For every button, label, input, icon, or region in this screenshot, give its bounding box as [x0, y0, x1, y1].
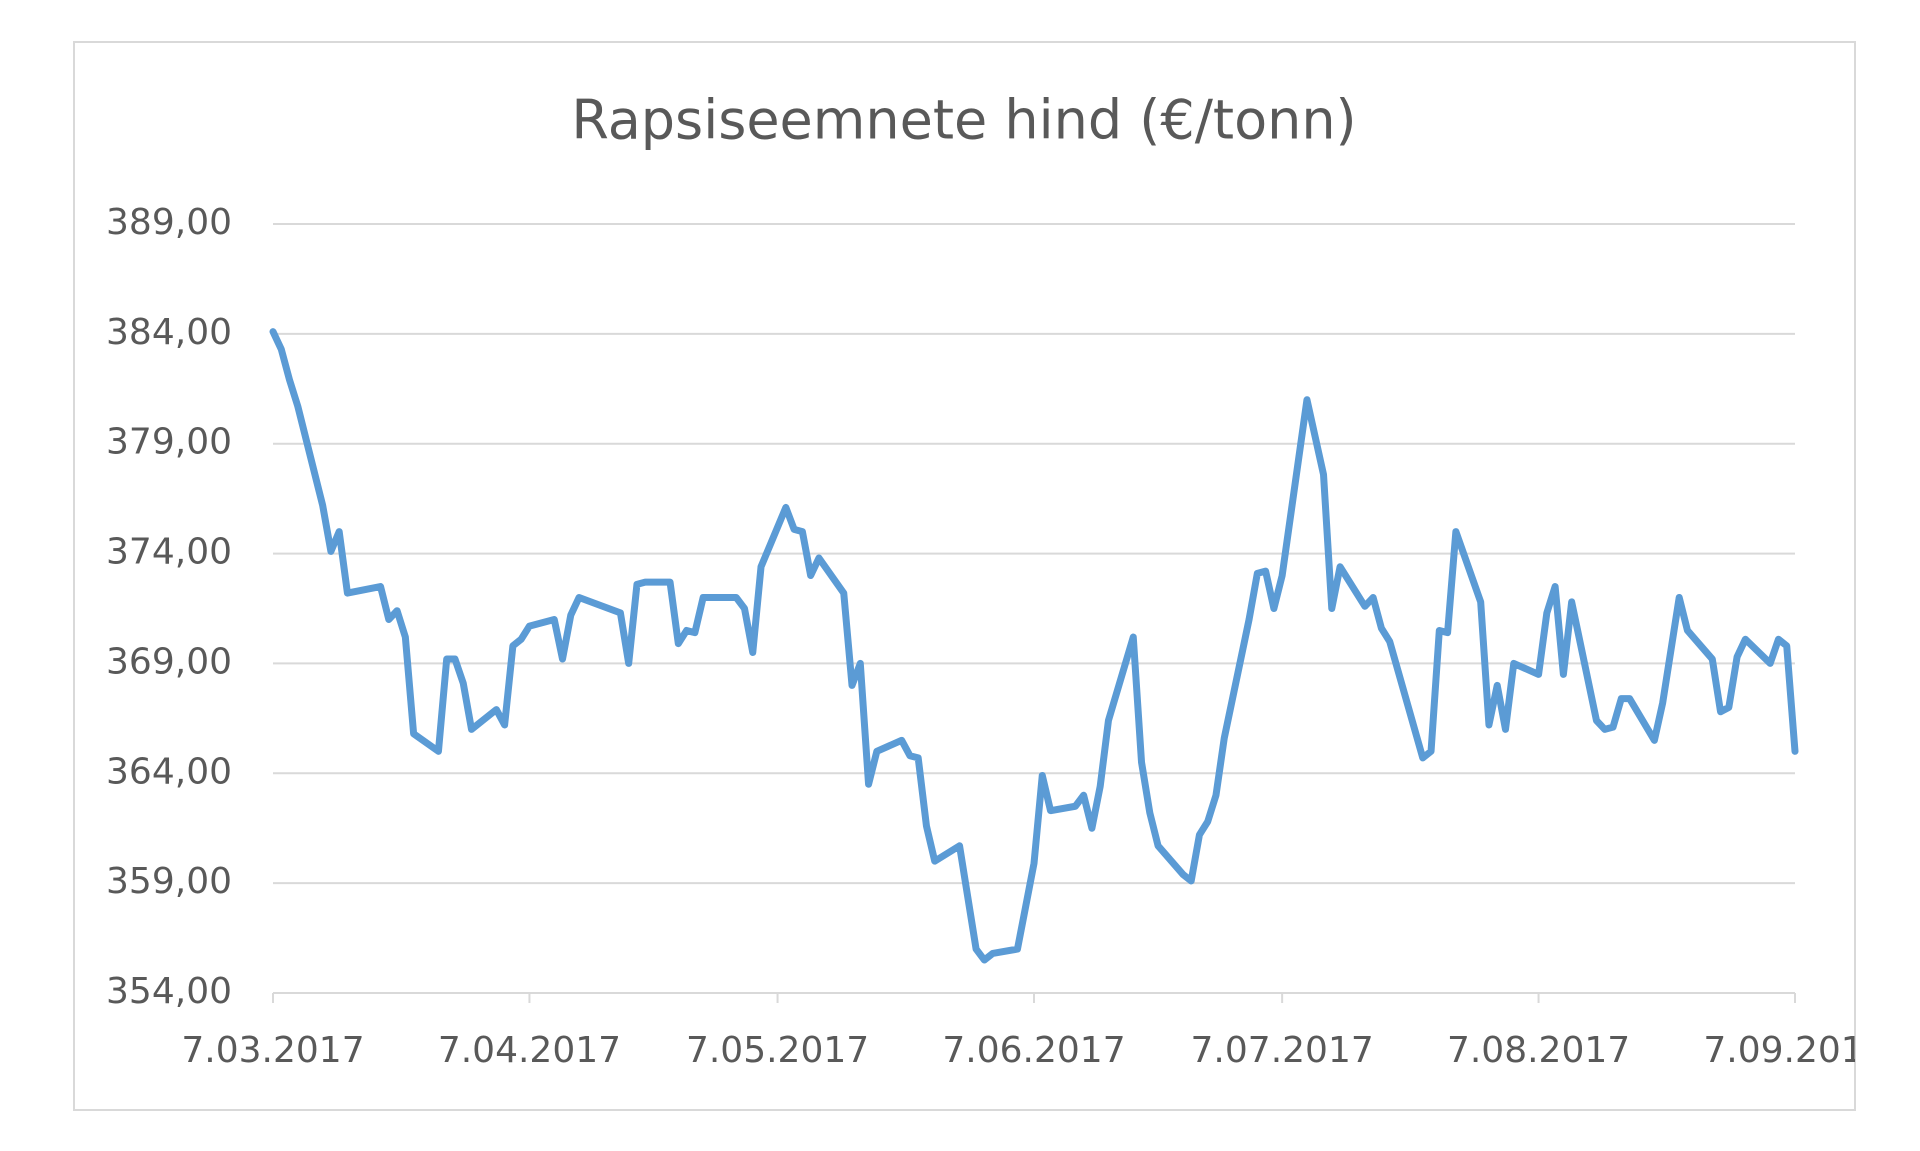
plot-area: 354,00 359,00 364,00 369,00 374,00 379,00 384,… [106, 202, 1886, 1071]
x-tick-label: 7.09.2017 [1703, 1030, 1886, 1071]
y-tick-label: 379,00 [106, 422, 232, 463]
x-tick-label: 7.03.2017 [181, 1030, 364, 1071]
y-tick-label: 364,00 [106, 751, 232, 792]
y-tick-label: 384,00 [106, 312, 232, 353]
y-tick-label: 359,00 [106, 861, 232, 902]
price-line [269, 328, 1799, 964]
chart-frame [73, 41, 1856, 1111]
x-tick-label: 7.07.2017 [1191, 1030, 1374, 1071]
y-tick-label: 374,00 [106, 532, 232, 573]
x-tick-label: 7.05.2017 [686, 1030, 869, 1071]
y-tick-label: 369,00 [106, 641, 232, 682]
x-tick-label: 7.04.2017 [438, 1030, 621, 1071]
chart-title: Rapsiseemnete hind (€/tonn) [571, 89, 1356, 152]
y-tick-label: 354,00 [106, 971, 232, 1012]
x-tick-label: 7.08.2017 [1447, 1030, 1630, 1071]
x-tick-label: 7.06.2017 [942, 1030, 1125, 1071]
y-tick-label: 389,00 [106, 202, 232, 243]
